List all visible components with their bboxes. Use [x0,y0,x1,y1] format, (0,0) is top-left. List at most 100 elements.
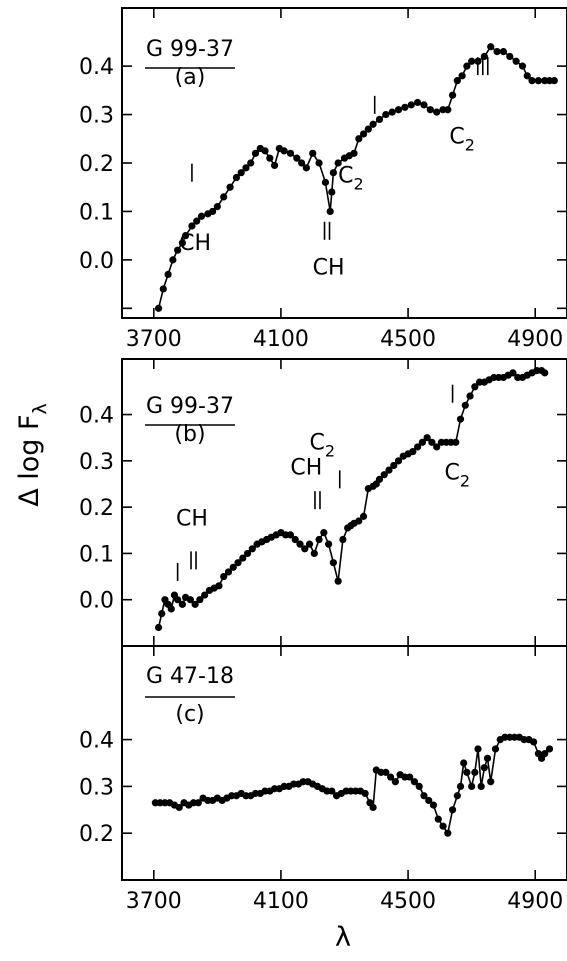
feature-label: CH [313,255,345,280]
data-point [364,125,372,133]
data-point [197,212,206,220]
x-tick-label: 4900 [507,889,563,914]
data-point [261,147,269,155]
data-point [420,792,428,800]
x-axis-label: λ [335,922,351,953]
data-point [541,750,549,758]
data-point [329,559,337,567]
data-point [499,47,508,56]
data-point [483,754,492,762]
data-point [325,540,333,548]
data-point [414,443,422,451]
data-point [328,188,336,196]
data-point [448,806,457,814]
data-point [164,270,172,279]
data-point [339,535,347,544]
data-point [506,52,514,61]
data-point [175,803,183,812]
data-point [334,577,342,585]
data-point [334,159,342,167]
data-point [439,822,447,830]
data-point [191,600,199,608]
data-point [461,401,469,409]
data-point [224,568,233,576]
feature-label: CH [179,231,211,256]
data-point [174,246,182,254]
data-point [466,392,474,400]
data-point [433,108,441,116]
data-point [169,256,177,264]
panel-label: (b) [174,422,205,447]
data-point [220,193,228,201]
data-point [328,787,336,795]
data-point [388,108,396,116]
data-point [154,623,163,632]
y-tick-label: 0.2 [79,152,114,177]
data-point [350,149,358,157]
data-point [380,471,388,479]
data-point [382,110,390,119]
data-point [226,183,234,191]
data-point [407,101,415,109]
x-tick-label: 4500 [380,889,436,914]
data-point [232,173,241,182]
feature-label: C2 [338,163,364,193]
data-point [266,154,274,162]
data-point [194,799,202,807]
data-point [456,782,465,791]
data-point [321,178,330,186]
data-point [382,768,390,776]
data-point [414,98,422,107]
data-point [297,159,306,167]
data-point [471,383,479,391]
y-tick-label: 0.2 [79,496,114,521]
data-point [406,773,414,781]
data-point [385,466,393,474]
data-point [463,62,471,70]
data-point [463,768,471,776]
data-point [453,792,461,800]
data-point [444,829,452,837]
data-point [545,745,554,753]
data-point [237,169,245,177]
data-point [174,596,182,604]
data-point [178,239,186,247]
y-tick-label: 0.4 [79,729,114,754]
data-point [186,596,194,604]
data-point [487,43,495,51]
data-point [390,461,398,470]
data-point [355,517,363,525]
data-point [509,369,517,377]
data-point [369,803,377,812]
data-point [534,77,542,85]
data-point [208,207,217,216]
data-point [234,559,242,567]
data-point [305,540,314,548]
panel-label: (a) [175,65,206,90]
data-point [428,438,436,446]
data-point [409,447,417,456]
y-tick-label: 0.2 [79,822,114,847]
data-point [418,438,426,446]
data-point [468,782,476,791]
y-tick-label: 0.3 [79,104,114,129]
data-point [243,549,252,558]
panel-frame [121,645,567,881]
data-point [394,457,403,465]
y-tick-label: 0.3 [79,450,114,475]
feature-label: C2 [309,430,335,460]
data-point [477,782,485,791]
x-tick-label: 3700 [126,889,182,914]
data-point [201,591,209,599]
data-point [369,120,377,128]
data-point [309,149,317,157]
data-point [523,72,531,80]
data-point [296,540,304,548]
data-point [178,600,186,608]
data-point [361,789,369,798]
data-point [251,149,260,157]
data-point [474,745,482,753]
data-point [453,77,461,85]
data-point [468,57,476,65]
